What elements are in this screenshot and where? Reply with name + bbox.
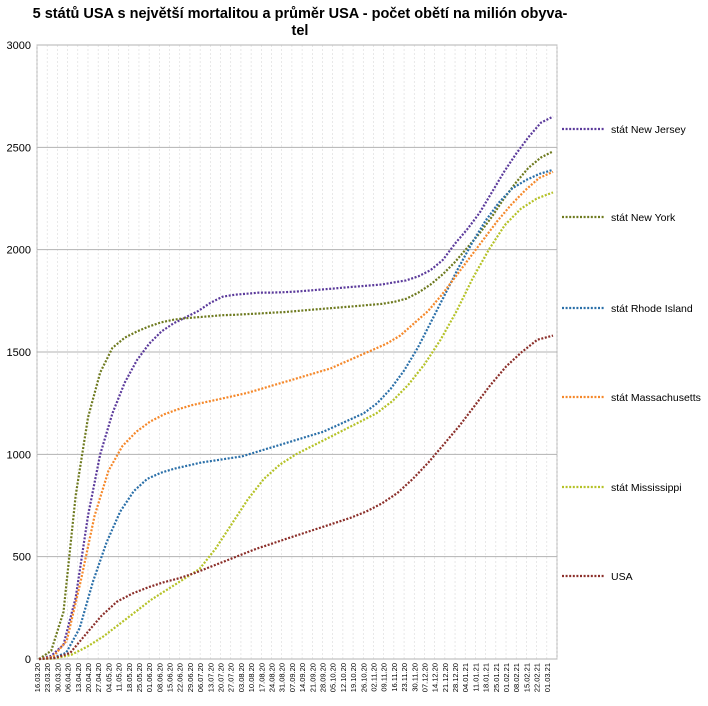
x-tick-label: 13.07.20 [206, 663, 215, 692]
legend-label: stát Massachusetts [611, 392, 701, 404]
legend-label: stát New Jersey [611, 124, 686, 136]
x-tick-label: 24.08.20 [268, 663, 277, 692]
x-tick-label: 07.12.20 [420, 663, 429, 692]
x-tick-label: 20.07.20 [217, 663, 226, 692]
x-tick-label: 10.08.20 [247, 663, 256, 692]
x-axis-ticks: 16.03.20 23.03.20 30.03.20 06.04.20 13.04.20… [33, 663, 552, 692]
x-tick-label: 27.04.20 [94, 663, 103, 692]
x-tick-label: 23.03.20 [43, 663, 52, 692]
x-tick-label: 15.02.21 [522, 663, 531, 692]
grid [36, 44, 558, 660]
y-tick-label: 500 [13, 552, 31, 564]
x-tick-label: 30.11.20 [410, 663, 419, 692]
x-tick-label: 28.09.20 [318, 663, 327, 692]
x-tick-label: 09.11.20 [380, 663, 389, 692]
x-tick-label: 14.09.20 [298, 663, 307, 692]
legend-label: USA [611, 571, 633, 583]
legend-label: stát Rhode Island [611, 303, 693, 315]
x-tick-label: 21.12.20 [441, 663, 450, 692]
chart-title: 5 států USA s největší mortalitou a prům… [0, 6, 600, 40]
x-tick-label: 30.03.20 [53, 663, 62, 692]
x-tick-label: 23.11.20 [400, 663, 409, 692]
series-line [38, 170, 554, 661]
x-tick-label: 21.09.20 [308, 663, 317, 692]
x-tick-label: 08.02.21 [512, 663, 521, 692]
x-tick-label: 25.01.21 [492, 663, 501, 692]
legend-label: stát Mississippi [611, 482, 682, 494]
y-tick-label: 1000 [7, 449, 31, 461]
series-line [38, 334, 554, 661]
legend: stát New Jersey stát New York stát Rhode I… [562, 124, 701, 583]
x-tick-label: 01.02.21 [502, 663, 511, 692]
x-tick-label: 03.08.20 [237, 663, 246, 692]
x-tick-label: 20.04.20 [84, 663, 93, 692]
x-tick-label: 05.10.20 [329, 663, 338, 692]
x-tick-label: 15.06.20 [166, 663, 175, 692]
series-lines [38, 115, 554, 661]
x-tick-label: 22.06.20 [176, 663, 185, 692]
x-tick-label: 02.11.20 [369, 663, 378, 692]
x-tick-label: 19.10.20 [349, 663, 358, 692]
series-line [38, 168, 554, 661]
series-line [38, 191, 554, 661]
x-tick-label: 27.07.20 [227, 663, 236, 692]
series-line [38, 115, 554, 661]
x-tick-label: 22.02.21 [533, 663, 542, 692]
x-tick-label: 07.09.20 [288, 663, 297, 692]
x-tick-label: 06.04.20 [64, 663, 73, 692]
x-tick-label: 01.06.20 [145, 663, 154, 692]
x-tick-label: 16.03.20 [33, 663, 42, 692]
x-tick-label: 31.08.20 [278, 663, 287, 692]
x-tick-label: 17.08.20 [257, 663, 266, 692]
y-tick-label: 3000 [7, 40, 31, 52]
chart-title-line-2: tel [291, 23, 309, 39]
x-tick-label: 16.11.20 [390, 663, 399, 692]
chart-title-line-1: 5 států USA s největší mortalitou a prům… [32, 6, 568, 22]
x-tick-label: 01.03.21 [543, 663, 552, 692]
x-tick-label: 28.12.20 [451, 663, 460, 692]
y-tick-label: 2500 [7, 142, 31, 154]
x-tick-label: 04.01.21 [461, 663, 470, 692]
x-tick-label: 29.06.20 [186, 663, 195, 692]
x-tick-label: 13.04.20 [74, 663, 83, 692]
y-tick-label: 2000 [7, 245, 31, 257]
x-tick-label: 11.01.21 [471, 663, 480, 692]
x-tick-label: 08.06.20 [155, 663, 164, 692]
x-tick-label: 25.05.20 [135, 663, 144, 692]
x-tick-label: 14.12.20 [431, 663, 440, 692]
x-tick-label: 11.05.20 [115, 663, 124, 692]
x-tick-label: 12.10.20 [339, 663, 348, 692]
series-line [38, 150, 554, 660]
y-tick-label: 1500 [7, 347, 31, 359]
x-tick-label: 06.07.20 [196, 663, 205, 692]
y-tick-label: 0 [25, 654, 31, 666]
legend-label: stát New York [611, 212, 676, 224]
x-tick-label: 04.05.20 [104, 663, 113, 692]
x-tick-label: 18.01.21 [482, 663, 491, 692]
x-tick-label: 26.10.20 [359, 663, 368, 692]
y-axis-ticks: 0 500 1000 1500 2000 2500 3000 [7, 40, 31, 666]
x-tick-label: 18.05.20 [125, 663, 134, 692]
